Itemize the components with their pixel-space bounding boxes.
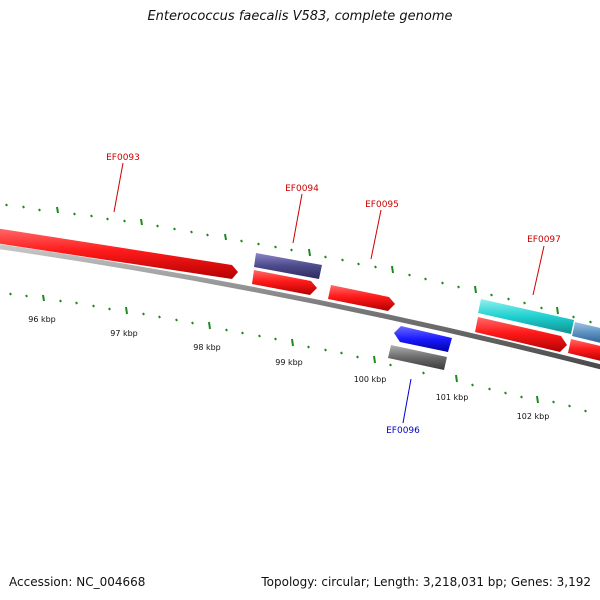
scale-label-102kbp: 102 kbp (517, 412, 550, 421)
gene-ef0095-arrow[interactable] (328, 285, 395, 311)
gene-ef0098-arrow[interactable] (568, 339, 600, 362)
inner-tick-ring (9, 292, 587, 413)
gene-ef0096-box[interactable] (388, 345, 447, 370)
gene-label-ef0097[interactable]: EF0097 (527, 235, 561, 245)
accession-label: Accession: NC_004668 (9, 575, 146, 589)
label-leader-lines (113, 162, 545, 424)
scale-label-97kbp: 97 kbp (110, 329, 138, 338)
gene-ef0094-box[interactable] (254, 253, 322, 279)
scale-label-98kbp: 98 kbp (193, 343, 221, 352)
gene-ef0096-arrow[interactable] (394, 326, 452, 352)
gene-label-ef0093[interactable]: EF0093 (106, 153, 140, 163)
scale-label-100kbp: 100 kbp (354, 375, 387, 384)
gene-label-ef0096[interactable]: EF0096 (386, 426, 420, 436)
scale-label-101kbp: 101 kbp (436, 393, 469, 402)
gene-label-ef0094[interactable]: EF0094 (285, 184, 319, 194)
gene-label-ef0095[interactable]: EF0095 (365, 200, 399, 210)
gene-ef0094-arrow[interactable] (252, 270, 317, 295)
genome-summary: Topology: circular; Length: 3,218,031 bp… (261, 575, 591, 589)
gene-ef0097-arrow[interactable] (475, 317, 567, 352)
gene-ef0098-box[interactable] (572, 322, 600, 344)
gene-ef0093-arrow[interactable] (0, 228, 238, 279)
map-title: Enterococcus faecalis V583, complete gen… (147, 9, 453, 24)
scale-label-96kbp: 96 kbp (28, 315, 56, 324)
gene-ef0097-box[interactable] (478, 299, 574, 334)
outer-tick-ring (5, 203, 592, 324)
scale-labels: 96 kbp 97 kbp 98 kbp 99 kbp 100 kbp 101 … (28, 315, 549, 421)
genome-backbone (0, 244, 600, 370)
scale-label-99kbp: 99 kbp (275, 358, 303, 367)
